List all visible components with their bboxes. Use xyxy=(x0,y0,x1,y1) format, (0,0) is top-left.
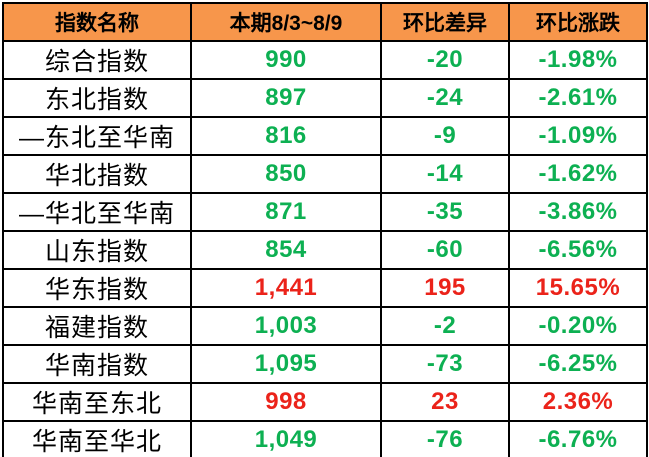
table-row: 福建指数 1,003 -2 -0.20% xyxy=(2,306,648,346)
current-value-cell: 897 xyxy=(190,78,382,118)
diff-value-cell: -20 xyxy=(380,40,510,80)
table-row: —华北至华南 871 -35 -3.86% xyxy=(2,192,648,232)
header-chain-diff: 环比差异 xyxy=(380,2,510,42)
table-row: 综合指数 990 -20 -1.98% xyxy=(2,40,648,80)
diff-value-cell: -2 xyxy=(380,306,510,346)
current-value-cell: 871 xyxy=(190,192,382,232)
current-value-cell: 1,049 xyxy=(190,420,382,457)
index-name-cell: 华北指数 xyxy=(2,154,192,194)
table-row: 华北指数 850 -14 -1.62% xyxy=(2,154,648,194)
index-name-cell: 华南至东北 xyxy=(2,382,192,422)
current-value-cell: 1,003 xyxy=(190,306,382,346)
index-name-cell: —东北至华南 xyxy=(2,116,192,156)
index-name-cell: 综合指数 xyxy=(2,40,192,80)
index-name-cell: 山东指数 xyxy=(2,230,192,270)
index-name-cell: 华东指数 xyxy=(2,268,192,308)
diff-value-cell: -9 xyxy=(380,116,510,156)
pct-change-cell: -6.25% xyxy=(508,344,648,384)
pct-change-cell: -3.86% xyxy=(508,192,648,232)
diff-value-cell: -76 xyxy=(380,420,510,457)
header-chain-change: 环比涨跌 xyxy=(508,2,648,42)
current-value-cell: 998 xyxy=(190,382,382,422)
header-index-name: 指数名称 xyxy=(2,2,192,42)
header-current-period: 本期8/3~8/9 xyxy=(190,2,382,42)
table-row: 华南至东北 998 23 2.36% xyxy=(2,382,648,422)
diff-value-cell: -35 xyxy=(380,192,510,232)
index-name-cell: 福建指数 xyxy=(2,306,192,346)
pct-change-cell: -2.61% xyxy=(508,78,648,118)
diff-value-cell: 23 xyxy=(380,382,510,422)
current-value-cell: 854 xyxy=(190,230,382,270)
table-row: —东北至华南 816 -9 -1.09% xyxy=(2,116,648,156)
current-value-cell: 990 xyxy=(190,40,382,80)
pct-change-cell: -6.56% xyxy=(508,230,648,270)
pct-change-cell: -1.98% xyxy=(508,40,648,80)
pct-change-cell: -1.09% xyxy=(508,116,648,156)
pct-change-cell: -6.76% xyxy=(508,420,648,457)
pct-change-cell: -0.20% xyxy=(508,306,648,346)
current-value-cell: 816 xyxy=(190,116,382,156)
index-name-cell: 东北指数 xyxy=(2,78,192,118)
index-name-cell: 华南至华北 xyxy=(2,420,192,457)
table-row: 山东指数 854 -60 -6.56% xyxy=(2,230,648,270)
current-value-cell: 1,441 xyxy=(190,268,382,308)
current-value-cell: 1,095 xyxy=(190,344,382,384)
index-name-cell: 华南指数 xyxy=(2,344,192,384)
pct-change-cell: 2.36% xyxy=(508,382,648,422)
table-row: 华东指数 1,441 195 15.65% xyxy=(2,268,648,308)
diff-value-cell: -14 xyxy=(380,154,510,194)
table-row: 华南指数 1,095 -73 -6.25% xyxy=(2,344,648,384)
table-row: 东北指数 897 -24 -2.61% xyxy=(2,78,648,118)
header-row: 指数名称 本期8/3~8/9 环比差异 环比涨跌 xyxy=(2,2,648,42)
diff-value-cell: -73 xyxy=(380,344,510,384)
table-row: 华南至华北 1,049 -76 -6.76% xyxy=(2,420,648,457)
diff-value-cell: 195 xyxy=(380,268,510,308)
pct-change-cell: 15.65% xyxy=(508,268,648,308)
diff-value-cell: -60 xyxy=(380,230,510,270)
current-value-cell: 850 xyxy=(190,154,382,194)
pct-change-cell: -1.62% xyxy=(508,154,648,194)
diff-value-cell: -24 xyxy=(380,78,510,118)
index-name-cell: —华北至华南 xyxy=(2,192,192,232)
